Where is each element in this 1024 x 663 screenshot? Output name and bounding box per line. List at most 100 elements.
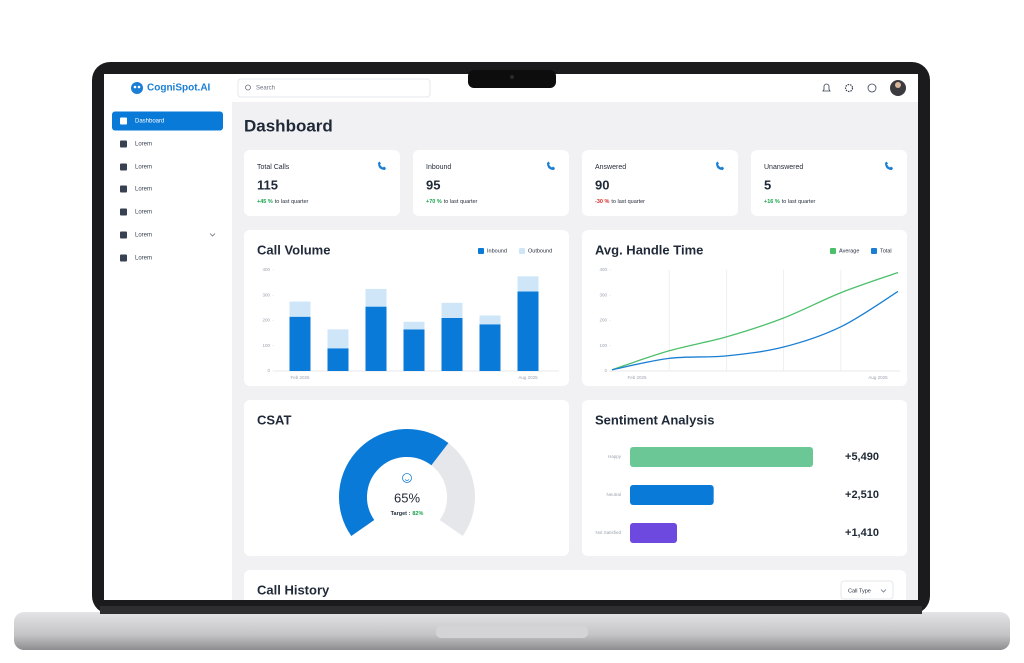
chevron: [880, 589, 887, 593]
legend-swatch: [830, 248, 836, 254]
camera: [510, 75, 514, 79]
nav-item[interactable]: Dashboard: [135, 119, 164, 125]
y-tick-label: 0: [604, 368, 607, 373]
card: [582, 230, 907, 386]
card: [244, 150, 400, 216]
bar-segment: [441, 302, 463, 318]
logo-icon: [131, 82, 143, 94]
bar-segment: [517, 276, 539, 292]
nav-item[interactable]: Lorem: [135, 187, 152, 193]
y-tick-label: 300: [262, 292, 270, 297]
hinge: [100, 606, 922, 614]
y-tick-label: 200: [599, 318, 607, 323]
category-label: Happy: [608, 454, 622, 459]
x-tick-label: Aug 2025: [868, 375, 888, 380]
legend-swatch: [871, 248, 877, 254]
legend-label: Inbound: [487, 248, 507, 254]
nav-active[interactable]: [112, 111, 223, 131]
bell-icon[interactable]: [822, 83, 831, 92]
kpi-change: +16 % to last quarter: [764, 199, 816, 205]
x-tick-label: Aug 2025: [518, 375, 538, 380]
csat-target: Target :82%: [391, 511, 424, 517]
page-title: Dashboard: [244, 116, 333, 135]
nav-item[interactable]: Lorem: [135, 165, 152, 171]
settings-icon[interactable]: [844, 83, 854, 93]
sidebar: [104, 102, 232, 600]
bar-segment: [327, 329, 349, 349]
nav-item[interactable]: Lorem: [135, 142, 152, 148]
nav-icon: [120, 163, 127, 171]
legend-swatch: [478, 248, 484, 254]
chart-title: Sentiment Analysis: [595, 412, 714, 427]
line-series: [611, 271, 899, 371]
kpi-value: 90: [595, 177, 609, 192]
filter-dropdown[interactable]: [840, 580, 894, 600]
value-label: +2,510: [845, 489, 879, 501]
y-tick-label: 200: [262, 318, 270, 323]
kpi-change-value: -30 %: [595, 199, 609, 205]
y-tick-label: 400: [262, 267, 270, 272]
dashboard: CogniSpot.AI Search Dashboard Dashboard L…: [104, 74, 918, 600]
bar-segment: [479, 324, 501, 371]
bar-segment: [365, 306, 387, 371]
phone-icon: [885, 161, 893, 170]
chevron: [209, 233, 216, 237]
bar-segment: [403, 329, 425, 371]
category-label: Not Satisfied: [595, 530, 621, 535]
y-tick-label: 100: [262, 343, 270, 348]
bar: [630, 523, 677, 543]
card: [413, 150, 569, 216]
kpi-label: Total Calls: [257, 164, 290, 171]
bar-segment: [365, 288, 387, 307]
kpi-change-value: +70 %: [426, 199, 442, 205]
avatar-face: [895, 82, 901, 88]
kpi-change-value: +16 %: [764, 199, 780, 205]
kpi-label: Answered: [595, 164, 626, 171]
bar: [630, 447, 813, 467]
kpi-change-text: to last quarter: [611, 199, 645, 205]
logo-eye: [133, 85, 137, 89]
bar-segment: [289, 316, 311, 371]
bar-segment: [289, 301, 311, 317]
card: [582, 150, 738, 216]
kpi-value: 5: [764, 177, 771, 192]
legend-label: Average: [839, 248, 859, 254]
nav-item[interactable]: Lorem: [135, 256, 152, 262]
card: [751, 150, 907, 216]
search-icon: [245, 84, 251, 91]
kpi-label: Unanswered: [764, 164, 803, 171]
nav-item[interactable]: Lorem: [135, 210, 152, 216]
help-icon[interactable]: [867, 83, 877, 93]
chart-title: Avg. Handle Time: [595, 242, 703, 257]
bar-segment: [327, 348, 349, 371]
y-tick-label: 400: [599, 267, 607, 272]
kpi-value: 95: [426, 177, 440, 192]
y-tick-label: 0: [267, 368, 270, 373]
section-title: Call History: [257, 582, 330, 597]
x-tick-label: Feb 2025: [290, 375, 310, 380]
logo-text: CogniSpot.AI: [147, 83, 211, 94]
legend-swatch: [519, 248, 525, 254]
kpi-change: -30 % to last quarter: [595, 199, 645, 205]
chart-title: Call Volume: [257, 242, 330, 257]
card: [244, 400, 569, 556]
kpi-change-text: to last quarter: [782, 199, 816, 205]
nav-item[interactable]: Lorem: [135, 233, 152, 239]
kpi-value: 115: [257, 177, 278, 192]
search-box[interactable]: [237, 78, 431, 98]
base-notch: [436, 626, 588, 638]
nav-icon: [120, 254, 127, 262]
category-label: Neutral: [606, 492, 621, 497]
target-value: 82%: [412, 511, 423, 517]
bar-segment: [441, 317, 463, 371]
bar-segment: [479, 315, 501, 325]
kpi-change: +70 % to last quarter: [426, 199, 478, 205]
search-placeholder: Search: [256, 86, 275, 92]
target-text: Target :: [391, 511, 411, 517]
nav-icon: [120, 208, 127, 216]
kpi-change: +45 % to last quarter: [257, 199, 309, 205]
value-label: +5,490: [845, 451, 879, 463]
bar-segment: [517, 291, 539, 371]
